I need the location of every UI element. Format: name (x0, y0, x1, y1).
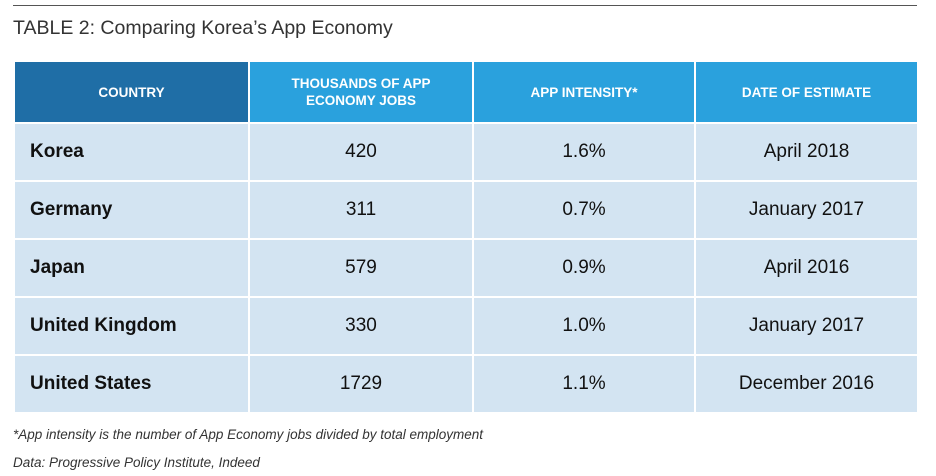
table-row: Korea 420 1.6% April 2018 (15, 124, 917, 180)
jobs-cell: 330 (250, 298, 472, 354)
date-cell: January 2017 (696, 298, 917, 354)
jobs-cell: 311 (250, 182, 472, 238)
date-cell: December 2016 (696, 356, 917, 412)
country-cell: United Kingdom (15, 298, 248, 354)
table-row: Germany 311 0.7% January 2017 (15, 182, 917, 238)
header-intensity: APP INTENSITY* (474, 62, 694, 122)
jobs-cell: 579 (250, 240, 472, 296)
intensity-cell: 1.0% (474, 298, 694, 354)
jobs-cell: 1729 (250, 356, 472, 412)
footnote: *App intensity is the number of App Econ… (13, 427, 484, 442)
intensity-cell: 1.1% (474, 356, 694, 412)
app-economy-table: COUNTRY THOUSANDS OF APP ECONOMY JOBS AP… (13, 60, 919, 414)
country-cell: Japan (15, 240, 248, 296)
intensity-cell: 1.6% (474, 124, 694, 180)
date-cell: April 2016 (696, 240, 917, 296)
table-header-row: COUNTRY THOUSANDS OF APP ECONOMY JOBS AP… (15, 62, 917, 122)
table-row: United Kingdom 330 1.0% January 2017 (15, 298, 917, 354)
country-cell: United States (15, 356, 248, 412)
header-jobs-line1: THOUSANDS OF APP (291, 76, 431, 91)
jobs-cell: 420 (250, 124, 472, 180)
table-row: Japan 579 0.9% April 2016 (15, 240, 917, 296)
header-jobs: THOUSANDS OF APP ECONOMY JOBS (250, 62, 472, 122)
header-jobs-line2: ECONOMY JOBS (305, 93, 417, 108)
source-note: Data: Progressive Policy Institute, Inde… (13, 455, 260, 470)
date-cell: January 2017 (696, 182, 917, 238)
intensity-cell: 0.7% (474, 182, 694, 238)
intensity-cell: 0.9% (474, 240, 694, 296)
date-cell: April 2018 (696, 124, 917, 180)
country-cell: Korea (15, 124, 248, 180)
table-title: TABLE 2: Comparing Korea’s App Economy (13, 17, 393, 39)
country-cell: Germany (15, 182, 248, 238)
top-rule (13, 5, 917, 6)
header-country: COUNTRY (15, 62, 248, 122)
header-date: DATE OF ESTIMATE (696, 62, 917, 122)
table-row: United States 1729 1.1% December 2016 (15, 356, 917, 412)
